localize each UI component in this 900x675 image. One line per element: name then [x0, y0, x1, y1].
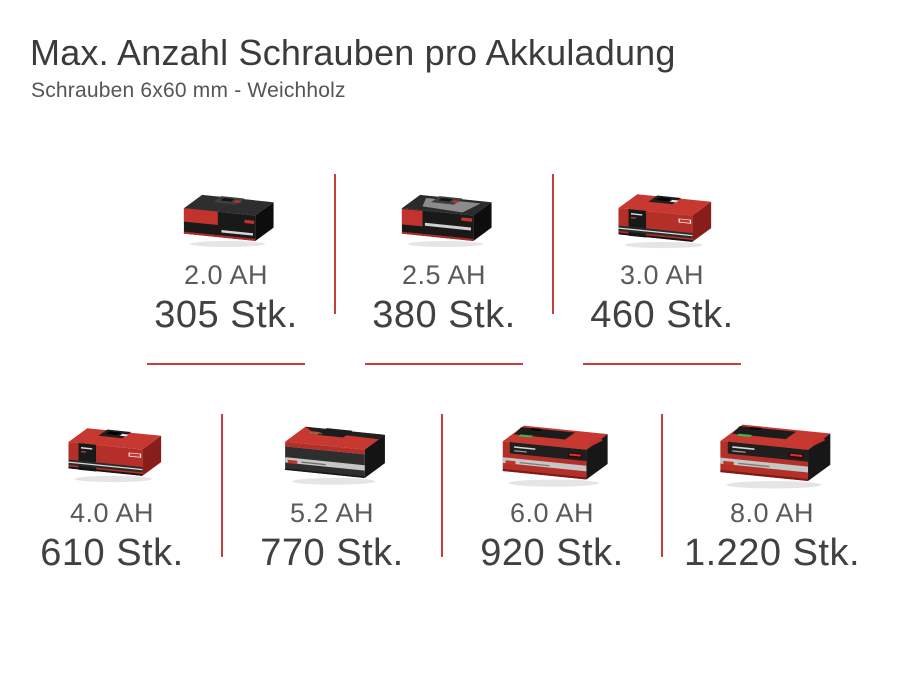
battery-pxc-5-2ah-icon: [273, 398, 391, 498]
battery-pxc-2-5ah-icon: [391, 168, 497, 260]
battery-row-2: 4.0 AH 610 Stk. 5.2 AH 770 Stk. 6.0 AH 9…: [3, 398, 881, 577]
vertical-divider: [221, 414, 223, 557]
capacity-label: 2.5 AH: [401, 260, 487, 290]
vertical-divider: [334, 174, 336, 314]
battery-item-2-0ah: 2.0 AH 305 Stk.: [118, 168, 334, 365]
capacity-label: 5.2 AH: [289, 498, 375, 528]
battery-pxc-8-0ah-icon: [707, 398, 837, 498]
battery-item-8-0ah: 8.0 AH 1.220 Stk.: [663, 398, 881, 577]
capacity-label: 8.0 AH: [729, 498, 815, 528]
battery-item-6-0ah: 6.0 AH 920 Stk.: [443, 398, 661, 577]
battery-item-5-2ah: 5.2 AH 770 Stk.: [223, 398, 441, 577]
count-label: 1.220 Stk.: [683, 532, 861, 575]
count-label: 920 Stk.: [480, 532, 624, 575]
count-label: 770 Stk.: [260, 532, 404, 575]
count-label: 460 Stk.: [590, 294, 734, 337]
battery-pxc-4-0ah-icon: [57, 398, 167, 498]
vertical-divider: [441, 414, 443, 557]
header: Max. Anzahl Schrauben pro Akkuladung Sch…: [30, 32, 676, 103]
capacity-label: 3.0 AH: [619, 260, 705, 290]
battery-item-2-5ah: 2.5 AH 380 Stk.: [336, 168, 552, 365]
battery-pxc-3-0ah-icon: [607, 168, 717, 260]
count-label: 380 Stk.: [372, 294, 516, 337]
battery-row-1: 2.0 AH 305 Stk. 2.5 AH 380 Stk. 3.0 AH 4…: [118, 168, 770, 365]
page-subtitle: Schrauben 6x60 mm - Weichholz: [31, 79, 346, 103]
capacity-label: 6.0 AH: [509, 498, 595, 528]
red-underline: [147, 362, 305, 365]
count-label: 610 Stk.: [40, 532, 184, 575]
capacity-label: 2.0 AH: [183, 260, 269, 290]
red-underline: [583, 362, 741, 365]
capacity-label: 4.0 AH: [69, 498, 155, 528]
battery-pxc-2-0ah-icon: [173, 168, 279, 260]
battery-item-4-0ah: 4.0 AH 610 Stk.: [3, 398, 221, 577]
page-title: Max. Anzahl Schrauben pro Akkuladung: [30, 32, 676, 73]
battery-pxc-6-0ah-icon: [490, 398, 614, 498]
vertical-divider: [552, 174, 554, 314]
count-label: 305 Stk.: [154, 294, 298, 337]
battery-item-3-0ah: 3.0 AH 460 Stk.: [554, 168, 770, 365]
red-underline: [365, 362, 523, 365]
vertical-divider: [661, 414, 663, 557]
